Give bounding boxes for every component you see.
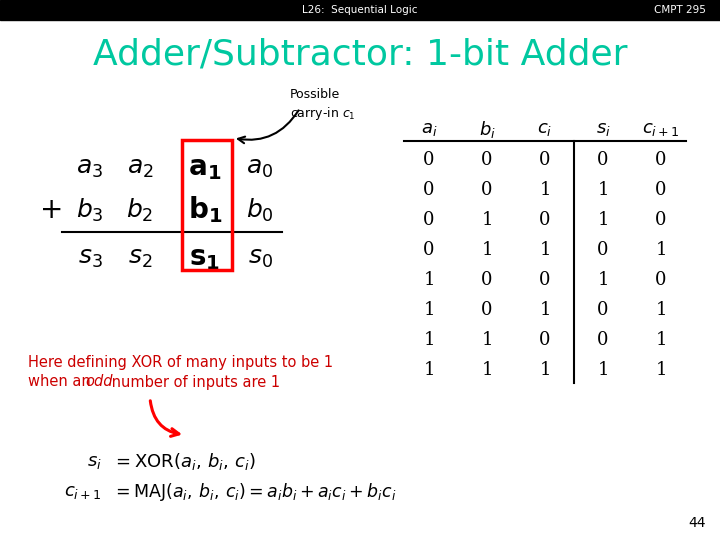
Text: 1: 1 xyxy=(598,271,608,289)
Text: $\mathbf{a_1}$: $\mathbf{a_1}$ xyxy=(189,154,222,182)
Text: 0: 0 xyxy=(539,331,551,349)
Text: 1: 1 xyxy=(423,271,435,289)
Text: 44: 44 xyxy=(688,516,706,530)
Text: $s_2$: $s_2$ xyxy=(128,246,152,270)
Text: $a_i$: $a_i$ xyxy=(420,120,437,138)
Text: 1: 1 xyxy=(655,361,667,379)
Text: 1: 1 xyxy=(655,301,667,319)
Text: 0: 0 xyxy=(598,301,608,319)
Text: 0: 0 xyxy=(598,151,608,169)
Text: $s_i$: $s_i$ xyxy=(87,453,102,471)
Text: 0: 0 xyxy=(481,151,492,169)
Text: L26:  Sequential Logic: L26: Sequential Logic xyxy=(302,5,418,15)
Text: 0: 0 xyxy=(423,181,435,199)
Text: $c_{i+1}$: $c_{i+1}$ xyxy=(642,120,680,138)
Text: when an: when an xyxy=(28,375,95,389)
Text: $b_0$: $b_0$ xyxy=(246,197,274,224)
Text: 1: 1 xyxy=(481,241,492,259)
Text: Adder/Subtractor: 1-bit Adder: Adder/Subtractor: 1-bit Adder xyxy=(93,38,627,72)
Text: 0: 0 xyxy=(539,211,551,229)
Text: 0: 0 xyxy=(539,151,551,169)
Text: $a_3$: $a_3$ xyxy=(76,156,104,180)
Text: $a_2$: $a_2$ xyxy=(127,156,153,180)
Text: Possible
carry-in $c_1$: Possible carry-in $c_1$ xyxy=(290,88,356,122)
Text: 0: 0 xyxy=(655,151,667,169)
FancyArrowPatch shape xyxy=(150,401,179,436)
Text: 0: 0 xyxy=(655,271,667,289)
Text: 0: 0 xyxy=(423,241,435,259)
FancyArrowPatch shape xyxy=(238,110,299,143)
Text: 1: 1 xyxy=(598,181,608,199)
Bar xyxy=(0,0,720,20)
Text: 0: 0 xyxy=(481,301,492,319)
Text: CMPT 295: CMPT 295 xyxy=(654,5,706,15)
Text: $\mathbf{b_1}$: $\mathbf{b_1}$ xyxy=(188,194,222,225)
Text: $c_{i+1}$: $c_{i+1}$ xyxy=(64,483,102,501)
Text: 1: 1 xyxy=(423,301,435,319)
Text: 0: 0 xyxy=(655,211,667,229)
Text: 1: 1 xyxy=(655,331,667,349)
Text: $b_3$: $b_3$ xyxy=(76,197,104,224)
Text: $\mathbf{s_1}$: $\mathbf{s_1}$ xyxy=(189,244,220,272)
Text: 0: 0 xyxy=(481,271,492,289)
Text: 0: 0 xyxy=(481,181,492,199)
Text: 1: 1 xyxy=(539,181,551,199)
Text: number of inputs are 1: number of inputs are 1 xyxy=(107,375,280,389)
Text: 1: 1 xyxy=(539,361,551,379)
Text: 1: 1 xyxy=(598,211,608,229)
Text: $s_i$: $s_i$ xyxy=(595,120,611,138)
Bar xyxy=(182,140,232,270)
Text: 1: 1 xyxy=(481,331,492,349)
Text: 0: 0 xyxy=(539,271,551,289)
Text: 1: 1 xyxy=(539,301,551,319)
Text: odd: odd xyxy=(85,375,112,389)
Text: 0: 0 xyxy=(655,181,667,199)
Text: 1: 1 xyxy=(539,241,551,259)
Text: 1: 1 xyxy=(423,361,435,379)
Text: 1: 1 xyxy=(481,361,492,379)
Text: +: + xyxy=(40,196,63,224)
Text: $= \mathrm{MAJ}(a_i,\, b_i,\, c_i) = a_i b_i + a_i c_i + b_i c_i$: $= \mathrm{MAJ}(a_i,\, b_i,\, c_i) = a_i… xyxy=(112,481,397,503)
Text: $a_0$: $a_0$ xyxy=(246,156,274,180)
Text: Here defining XOR of many inputs to be 1: Here defining XOR of many inputs to be 1 xyxy=(28,355,333,370)
Text: $= \mathrm{XOR}(a_i,\, b_i,\, c_i)$: $= \mathrm{XOR}(a_i,\, b_i,\, c_i)$ xyxy=(112,451,256,472)
Text: 0: 0 xyxy=(598,331,608,349)
Text: 0: 0 xyxy=(423,151,435,169)
Text: $b_i$: $b_i$ xyxy=(479,118,495,139)
Text: $s_0$: $s_0$ xyxy=(248,246,272,270)
Text: 1: 1 xyxy=(655,241,667,259)
Text: $s_3$: $s_3$ xyxy=(78,246,102,270)
Text: 1: 1 xyxy=(423,331,435,349)
Text: 1: 1 xyxy=(598,361,608,379)
Text: 0: 0 xyxy=(423,211,435,229)
Text: $c_i$: $c_i$ xyxy=(537,120,553,138)
Text: 0: 0 xyxy=(598,241,608,259)
Text: 1: 1 xyxy=(481,211,492,229)
Text: $b_2$: $b_2$ xyxy=(127,197,153,224)
